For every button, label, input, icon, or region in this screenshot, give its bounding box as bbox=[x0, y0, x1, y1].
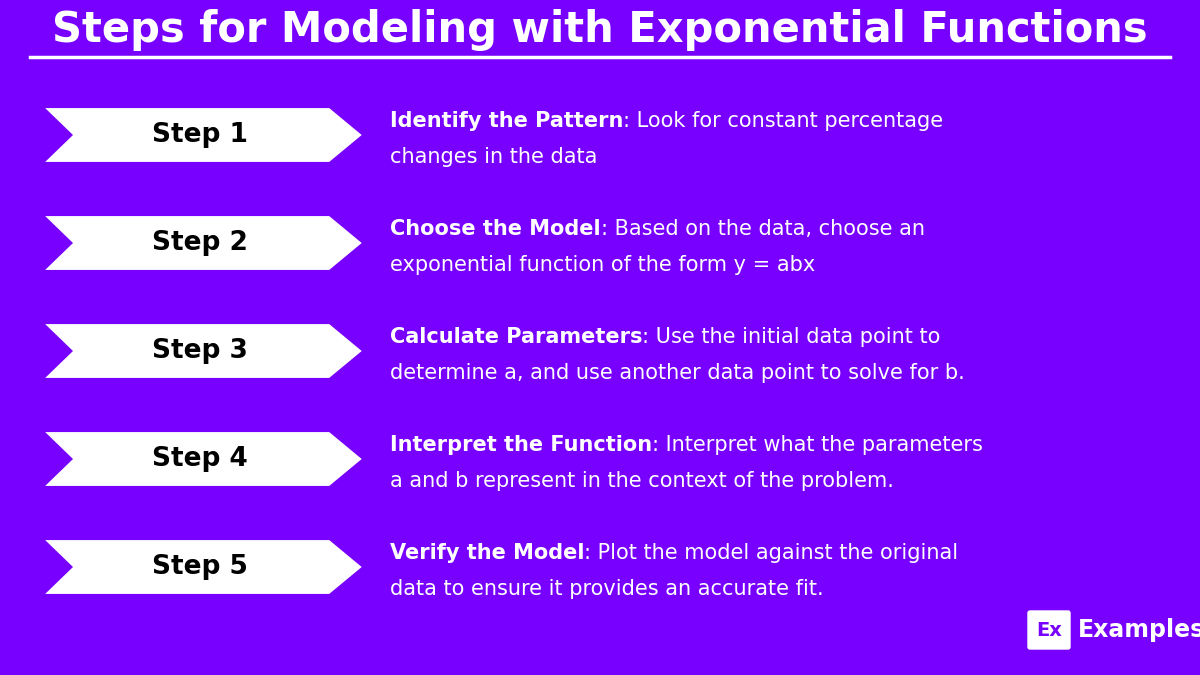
Polygon shape bbox=[40, 538, 365, 596]
Text: Step 3: Step 3 bbox=[152, 338, 248, 364]
Text: data to ensure it provides an accurate fit.: data to ensure it provides an accurate f… bbox=[390, 579, 823, 599]
Text: changes in the data: changes in the data bbox=[390, 147, 598, 167]
Text: : Interpret what the parameters: : Interpret what the parameters bbox=[652, 435, 983, 455]
Text: Step 5: Step 5 bbox=[152, 554, 248, 580]
Text: exponential function of the form y = abx: exponential function of the form y = abx bbox=[390, 255, 815, 275]
Text: Steps for Modeling with Exponential Functions: Steps for Modeling with Exponential Func… bbox=[52, 9, 1148, 51]
Polygon shape bbox=[40, 106, 365, 164]
Text: Ex: Ex bbox=[1036, 620, 1062, 639]
Text: Calculate Parameters: Calculate Parameters bbox=[390, 327, 642, 347]
Text: : Plot the model against the original: : Plot the model against the original bbox=[584, 543, 959, 563]
Text: determine a, and use another data point to solve for b.: determine a, and use another data point … bbox=[390, 363, 965, 383]
FancyBboxPatch shape bbox=[1028, 611, 1070, 649]
Polygon shape bbox=[40, 430, 365, 488]
Text: : Look for constant percentage: : Look for constant percentage bbox=[623, 111, 943, 131]
Text: Step 4: Step 4 bbox=[152, 446, 248, 472]
Polygon shape bbox=[40, 322, 365, 380]
Text: : Use the initial data point to: : Use the initial data point to bbox=[642, 327, 941, 347]
Text: Choose the Model: Choose the Model bbox=[390, 219, 601, 239]
Text: Step 2: Step 2 bbox=[152, 230, 248, 256]
Text: Step 1: Step 1 bbox=[152, 122, 248, 148]
Text: Verify the Model: Verify the Model bbox=[390, 543, 584, 563]
Text: Identify the Pattern: Identify the Pattern bbox=[390, 111, 623, 131]
Polygon shape bbox=[40, 214, 365, 272]
Text: Examples.com: Examples.com bbox=[1078, 618, 1200, 642]
Text: Interpret the Function: Interpret the Function bbox=[390, 435, 652, 455]
Text: a and b represent in the context of the problem.: a and b represent in the context of the … bbox=[390, 471, 894, 491]
Text: : Based on the data, choose an: : Based on the data, choose an bbox=[601, 219, 925, 239]
